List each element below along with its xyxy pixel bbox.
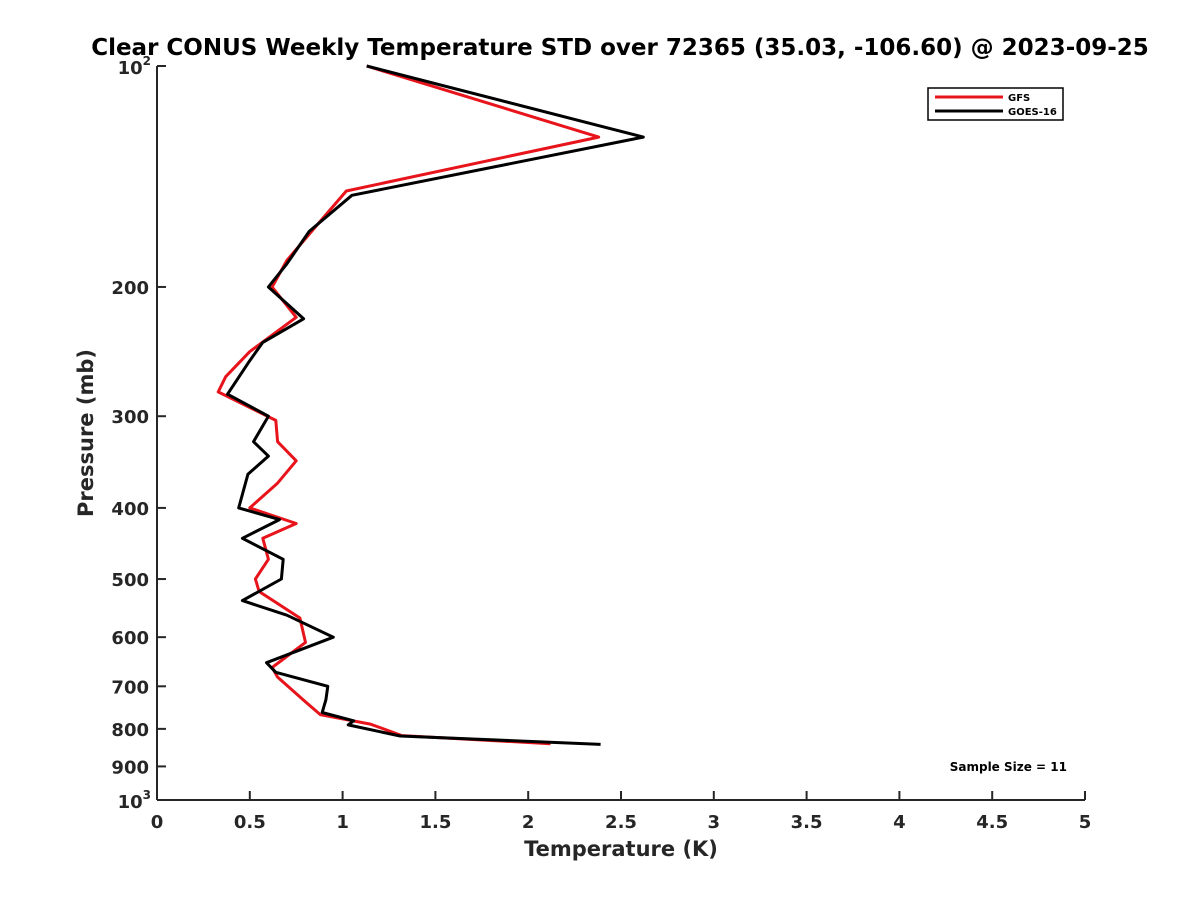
x-ticks: 0 0.5 1 1.5 2 2.5 3 3.5 4 4.5 5 xyxy=(151,791,1092,833)
y-ticks: 102 200 300 400 500 600 700 800 900 103 xyxy=(111,54,166,813)
series-line-goes-16 xyxy=(226,64,645,746)
y-tick-label: 600 xyxy=(111,628,149,649)
x-tick-label: 1.5 xyxy=(419,812,451,833)
y-tick-label: 300 xyxy=(111,407,149,428)
x-tick-label: 3.5 xyxy=(791,812,823,833)
x-tick-label: 1 xyxy=(336,812,349,833)
y-axis-label: Pressure (mb) xyxy=(74,349,98,517)
y-tick-label: 700 xyxy=(111,677,149,698)
x-tick-label: 5 xyxy=(1079,812,1092,833)
y-tick-label: 900 xyxy=(111,757,149,778)
series-layer xyxy=(216,64,645,746)
x-tick-label: 4.5 xyxy=(976,812,1008,833)
x-tick-label: 0 xyxy=(151,812,164,833)
y-tick-label: 102 xyxy=(118,54,151,79)
legend-box xyxy=(927,87,1064,121)
y-tick-label: 103 xyxy=(118,788,151,813)
y-tick-label: 800 xyxy=(111,720,149,741)
y-tick-label: 500 xyxy=(111,570,149,591)
legend-label-gfs: GFS xyxy=(1008,93,1030,104)
y-tick-label: 200 xyxy=(111,278,149,299)
chart-title: Clear CONUS Weekly Temperature STD over … xyxy=(91,35,1149,61)
x-axis-label: Temperature (K) xyxy=(524,837,718,861)
x-tick-label: 0.5 xyxy=(234,812,266,833)
x-tick-label: 3 xyxy=(708,812,721,833)
legend: GFS GOES-16 xyxy=(927,87,1064,121)
x-tick-label: 2 xyxy=(522,812,535,833)
y-tick-label: 400 xyxy=(111,499,149,520)
legend-label-goes16: GOES-16 xyxy=(1008,107,1057,118)
x-tick-label: 4 xyxy=(893,812,906,833)
sample-size-annotation: Sample Size = 11 xyxy=(950,760,1067,774)
x-tick-label: 2.5 xyxy=(605,812,637,833)
